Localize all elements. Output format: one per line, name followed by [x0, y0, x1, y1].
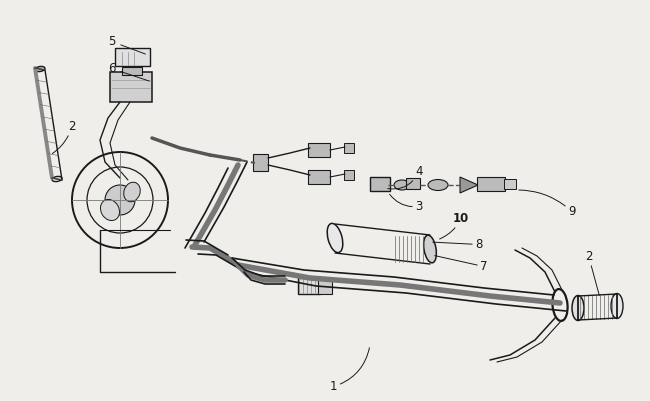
Bar — [308, 143, 330, 157]
Bar — [318, 278, 332, 294]
Ellipse shape — [124, 182, 140, 202]
Bar — [504, 179, 516, 189]
Circle shape — [105, 185, 135, 215]
Ellipse shape — [428, 180, 448, 190]
Circle shape — [72, 152, 168, 248]
Ellipse shape — [35, 67, 45, 72]
Bar — [122, 67, 142, 75]
Text: 2: 2 — [585, 250, 599, 295]
Bar — [253, 154, 268, 171]
Ellipse shape — [52, 176, 62, 182]
Text: 2: 2 — [53, 120, 75, 154]
Text: 6: 6 — [108, 62, 150, 81]
Bar — [110, 72, 152, 102]
Bar — [370, 177, 390, 191]
Bar — [344, 143, 354, 153]
Text: 9: 9 — [519, 190, 575, 218]
Ellipse shape — [572, 296, 584, 320]
Ellipse shape — [327, 223, 343, 253]
Ellipse shape — [424, 235, 436, 263]
Ellipse shape — [101, 199, 120, 221]
Ellipse shape — [394, 180, 410, 190]
Bar — [477, 177, 505, 191]
Polygon shape — [460, 177, 478, 193]
Bar — [406, 178, 420, 189]
Text: 4: 4 — [387, 165, 422, 189]
Bar — [344, 170, 354, 180]
Bar — [308, 170, 330, 184]
Text: 1: 1 — [330, 348, 369, 393]
Text: 10: 10 — [439, 212, 469, 239]
Ellipse shape — [611, 294, 623, 318]
Text: 5: 5 — [108, 35, 146, 54]
Bar — [298, 278, 320, 294]
Text: 3: 3 — [389, 194, 422, 213]
Text: 7: 7 — [435, 255, 488, 273]
Bar — [115, 48, 150, 66]
Text: 8: 8 — [433, 238, 482, 251]
